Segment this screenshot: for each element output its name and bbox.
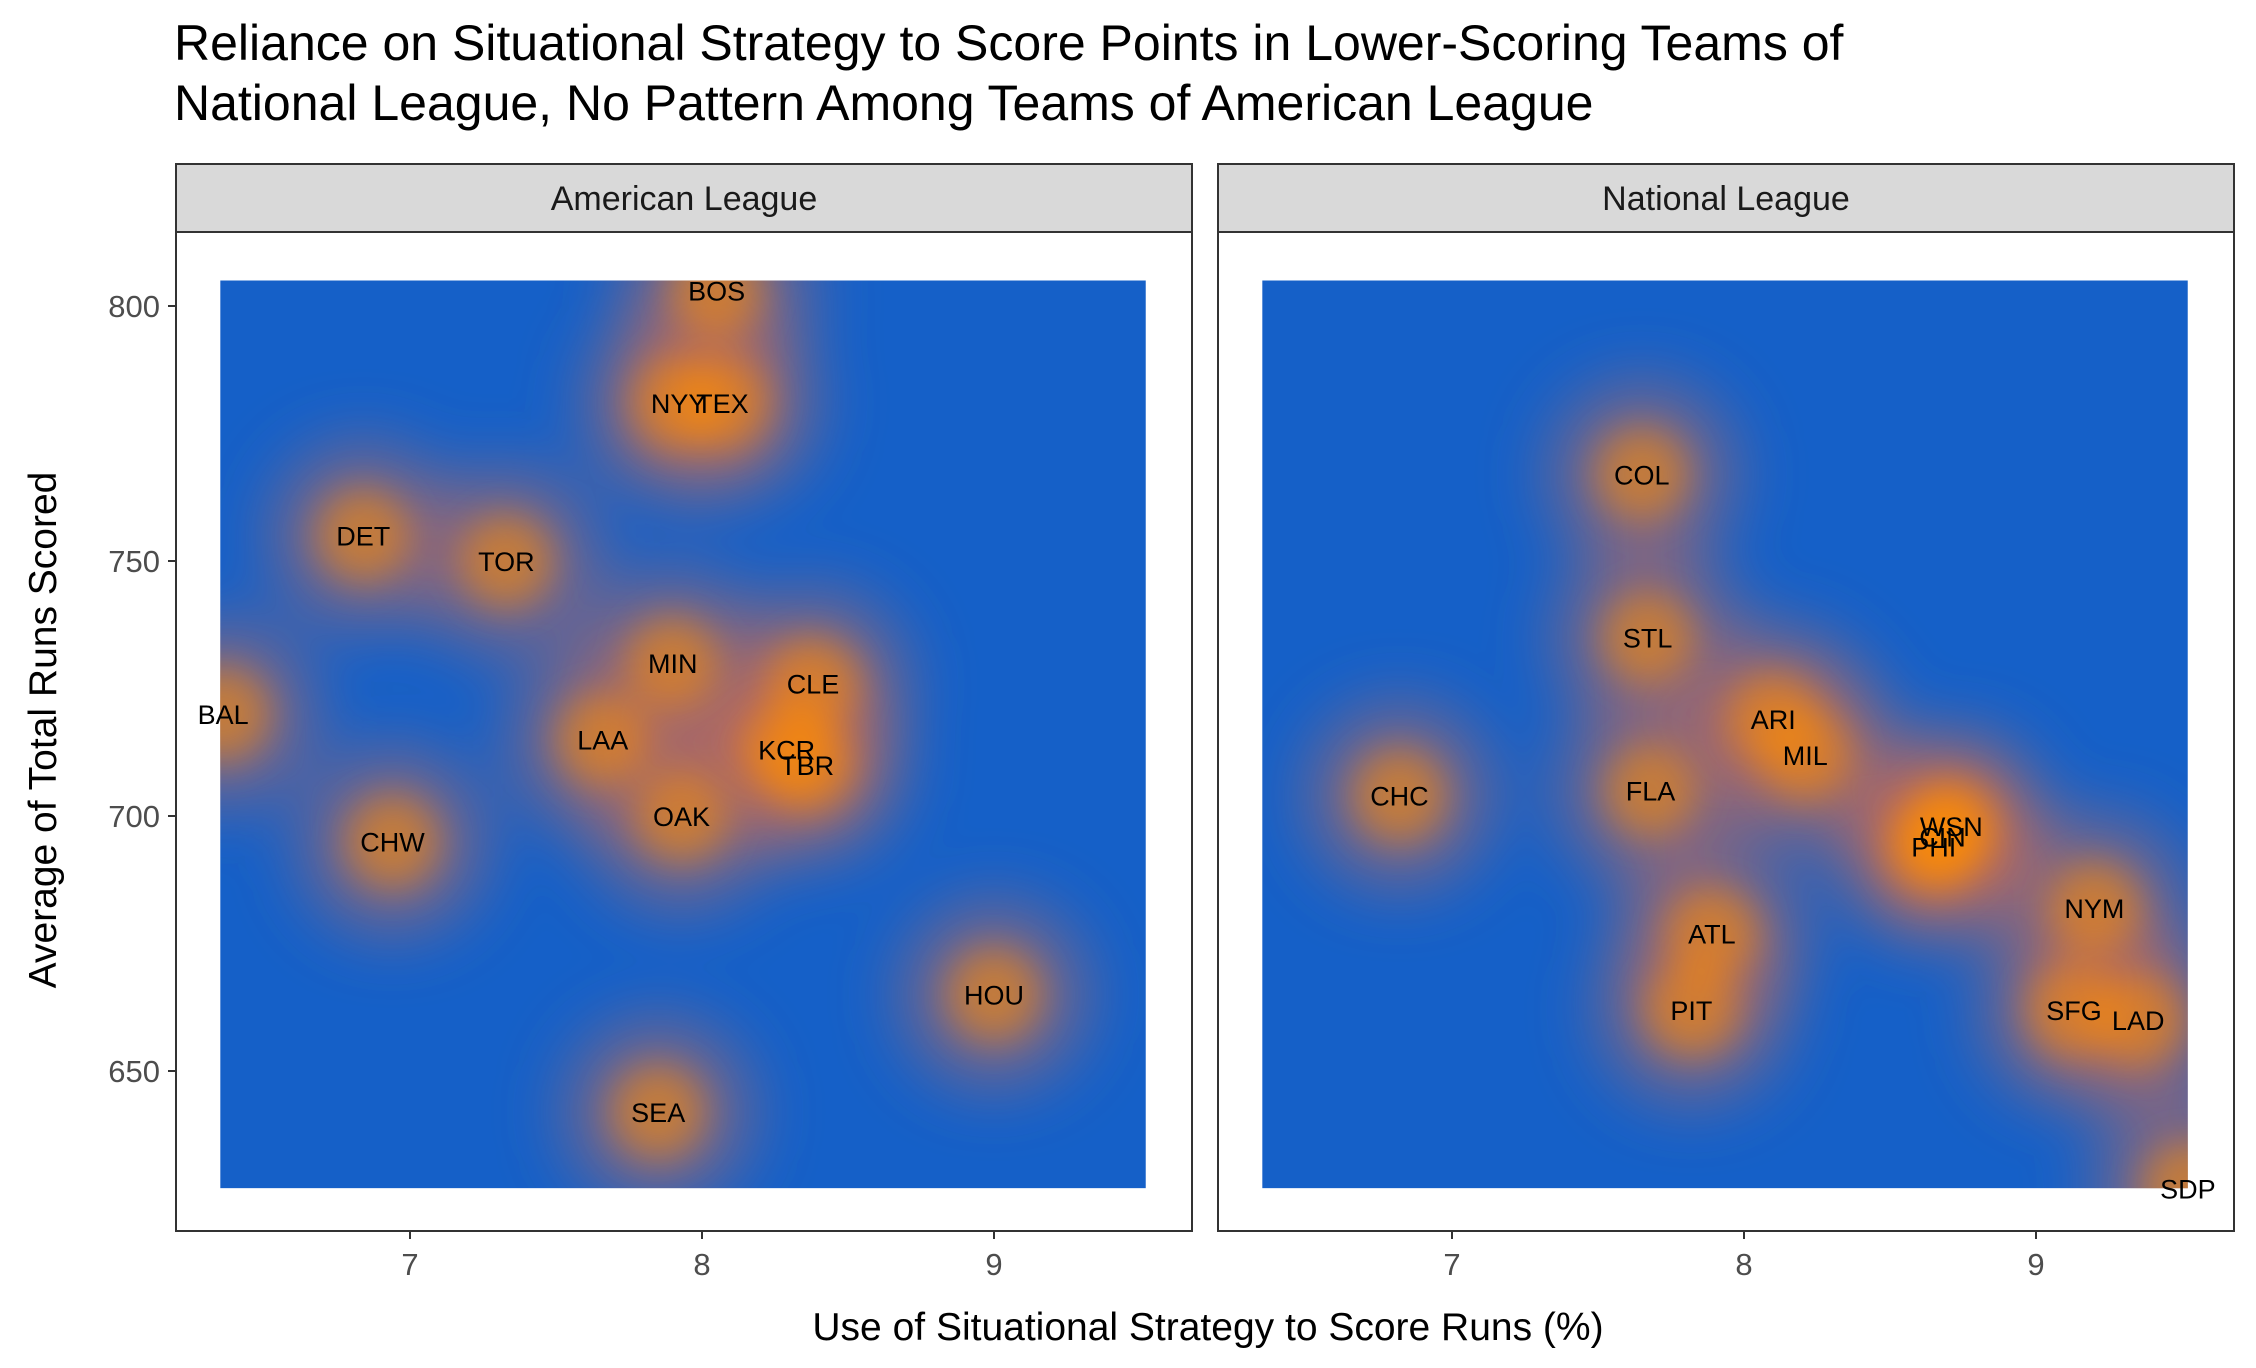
density-core (1353, 749, 1446, 842)
team-label: CHW (360, 828, 425, 858)
team-label: ATL (1688, 919, 1736, 949)
density-core (2092, 974, 2185, 1066)
team-label: FLA (1626, 777, 1676, 807)
team-label: BOS (688, 277, 745, 307)
density-core (556, 693, 649, 786)
density-core (220, 668, 270, 760)
density-core (1601, 591, 1694, 684)
density-core (460, 515, 553, 607)
team-label: TOR (478, 547, 535, 577)
x-tick-label: 7 (1443, 1247, 1460, 1282)
x-tick-label: 8 (693, 1247, 710, 1282)
team-label: PHI (1911, 833, 1956, 863)
x-axis-title: Use of Situational Strategy to Score Run… (812, 1306, 1603, 1349)
density-core (1665, 887, 1758, 980)
density-core (1645, 963, 1738, 1056)
density-core (635, 770, 728, 862)
team-label: LAD (2112, 1006, 2165, 1036)
title-line-1: Reliance on Situational Strategy to Scor… (174, 15, 1844, 71)
team-label: MIN (648, 649, 698, 679)
density-core (1595, 428, 1688, 521)
density-core (676, 356, 769, 449)
team-label: CLE (787, 669, 840, 699)
team-label: ARI (1751, 705, 1796, 735)
x-tick-label: 9 (985, 1247, 1002, 1282)
x-tick-label: 9 (2027, 1247, 2044, 1282)
density-core (1887, 800, 1980, 893)
y-tick-label: 750 (108, 544, 160, 579)
team-label: STL (1623, 624, 1673, 654)
team-label: TEX (696, 389, 749, 419)
density-core (612, 1065, 705, 1158)
x-tick-label: 8 (1735, 1247, 1752, 1282)
team-label: TBR (780, 751, 834, 781)
density-core (948, 948, 1040, 1041)
team-label: SFG (2046, 996, 2102, 1026)
y-axis: 650 700 750 800 (108, 289, 176, 1089)
y-tick-label: 800 (108, 289, 160, 324)
team-label: CIN (1919, 822, 1966, 852)
y-tick-label: 650 (108, 1054, 160, 1089)
title-line-2: National League, No Pattern Among Teams … (174, 75, 1593, 131)
team-label: PIT (1670, 996, 1712, 1026)
density-core (317, 489, 410, 582)
density-core (2048, 861, 2141, 954)
chart-title: Reliance on Situational Strategy to Scor… (174, 15, 1844, 131)
x-axes: 7 8 9 7 8 9 (401, 1231, 2045, 1282)
team-label: BAL (198, 700, 249, 730)
team-label: LAA (577, 726, 628, 756)
density-raster (220, 280, 1146, 1189)
team-label: NYM (2064, 894, 2124, 924)
y-axis-title: Average of Total Runs Scored (22, 472, 65, 989)
density-core (2141, 1142, 2188, 1189)
team-label: NYY (651, 389, 707, 419)
density-core (761, 719, 854, 811)
team-label: WSN (1920, 812, 1983, 842)
team-label: CHC (1370, 782, 1429, 812)
team-label: OAK (653, 802, 710, 832)
facet-strip (175, 163, 1193, 233)
team-label: MIL (1783, 741, 1828, 771)
density-core (1604, 744, 1697, 837)
team-label: COL (1614, 460, 1670, 490)
team-label: KCR (758, 736, 815, 766)
density-core (626, 617, 719, 709)
y-tick-label: 700 (108, 799, 160, 834)
density-core (670, 280, 763, 337)
facet-strip-label: National League (1602, 180, 1850, 218)
x-tick-label: 7 (401, 1247, 418, 1282)
density-raster (1262, 280, 2188, 1189)
team-label: SEA (631, 1098, 685, 1128)
team-label: DET (336, 522, 390, 552)
team-label: SDP (2160, 1174, 2216, 1204)
facet-strip (1217, 163, 2235, 233)
team-label: HOU (964, 981, 1024, 1011)
facet-strip-label: American League (551, 180, 818, 218)
density-core (346, 795, 439, 888)
density-core (1759, 708, 1852, 801)
